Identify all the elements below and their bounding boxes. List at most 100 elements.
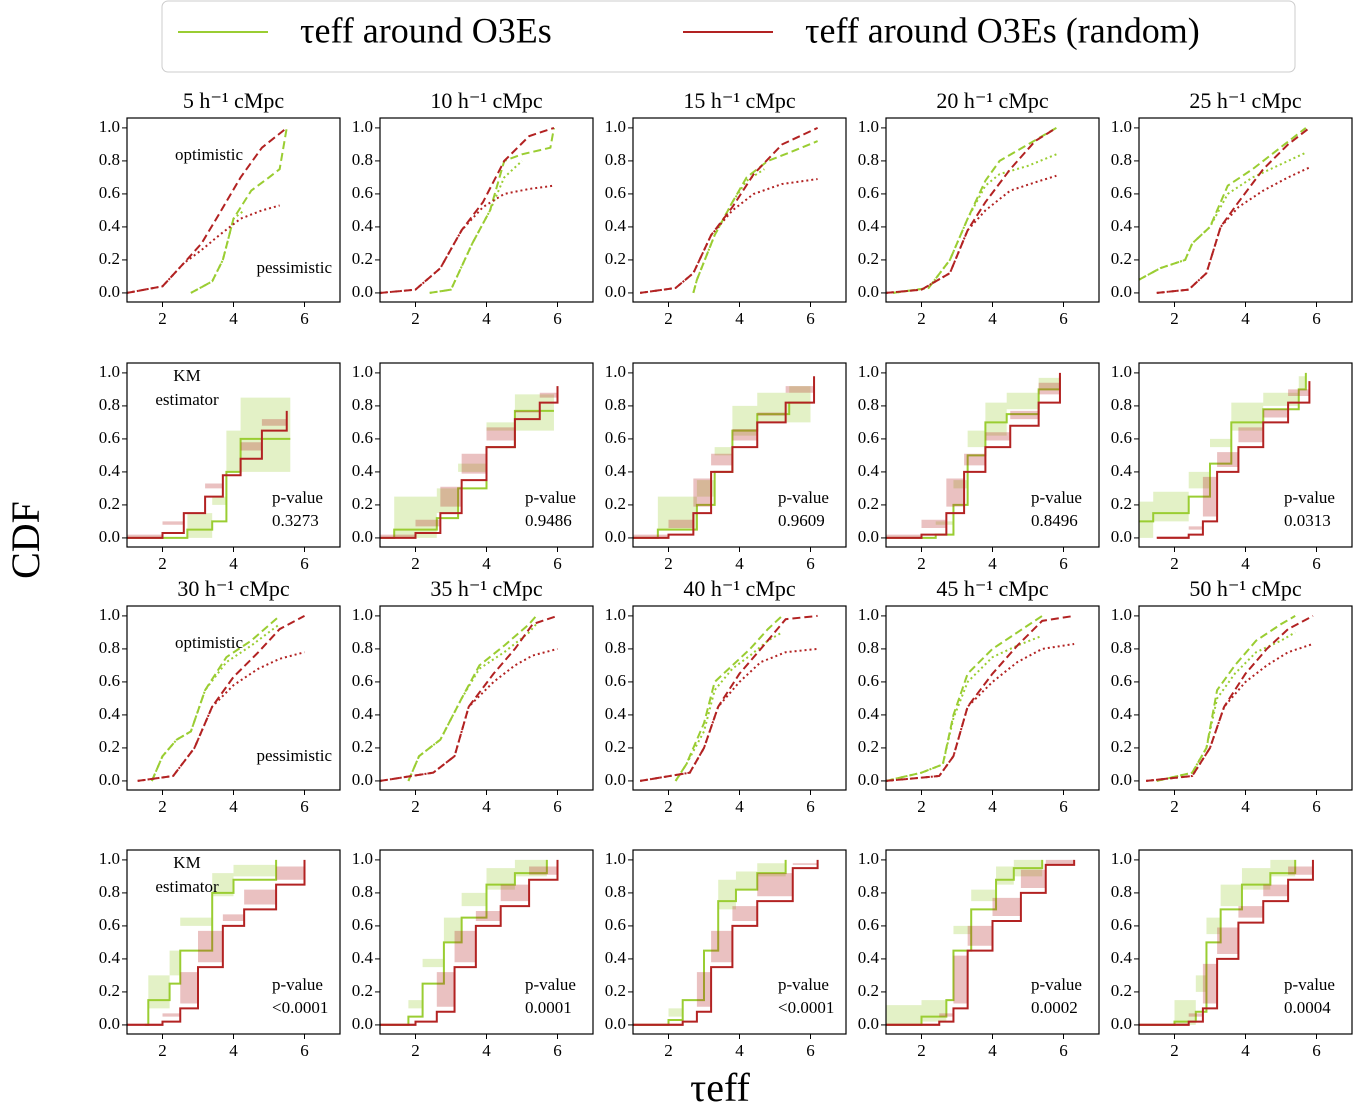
confidence-band	[380, 859, 558, 1025]
y-tick-label: 0.8	[605, 150, 626, 169]
y-tick-label: 0.6	[605, 671, 626, 690]
confidence-band	[633, 386, 811, 538]
cdf-line	[633, 859, 819, 1026]
y-tick-label: 1.0	[352, 605, 373, 624]
y-tick-label: 0.6	[99, 671, 120, 690]
y-tick-label: 0.2	[1111, 981, 1132, 1000]
x-tick-label: 2	[664, 1041, 673, 1060]
confidence-band	[1139, 859, 1313, 1025]
y-tick-label: 0.4	[858, 461, 880, 480]
y-tick-label: 0.4	[605, 461, 627, 480]
cdf-line	[1139, 372, 1307, 523]
y-tick-label: 0.8	[1111, 150, 1132, 169]
x-tick-label: 4	[1241, 797, 1250, 816]
y-tick-label: 1.0	[858, 605, 879, 624]
y-tick-label: 0.4	[99, 704, 121, 723]
x-tick-label: 6	[1059, 554, 1068, 573]
y-tick-label: 0.0	[352, 282, 373, 301]
x-tick-label: 4	[229, 1041, 238, 1060]
panel-frame	[126, 849, 341, 1035]
y-tick-label: 0.2	[605, 494, 626, 513]
p-value: 0.9486	[525, 511, 572, 530]
x-tick-label: 4	[229, 309, 238, 328]
cdf-line	[1156, 166, 1310, 294]
x-tick-label: 6	[300, 797, 309, 816]
panel-frame	[126, 362, 341, 548]
x-tick-label: 6	[300, 309, 309, 328]
x-tick-label: 6	[553, 309, 562, 328]
annotation: pessimistic	[256, 258, 332, 277]
y-tick-label: 0.4	[605, 704, 627, 723]
cdf-line	[127, 859, 306, 1026]
y-tick-label: 1.0	[605, 605, 626, 624]
y-tick-label: 0.8	[352, 395, 373, 414]
y-tick-label: 0.4	[1111, 948, 1133, 967]
cdf-line	[137, 651, 305, 782]
annotation: KM	[173, 366, 200, 385]
panel-frame	[1138, 849, 1353, 1035]
p-value-label: p-value	[1284, 975, 1335, 994]
confidence-band	[144, 859, 277, 1025]
y-tick-label: 0.2	[352, 981, 373, 1000]
x-tick-label: 6	[553, 554, 562, 573]
cdf-line	[1138, 151, 1307, 281]
y-tick-label: 0.2	[858, 981, 879, 1000]
panel-frame	[632, 849, 847, 1035]
x-tick-label: 6	[1059, 1041, 1068, 1060]
y-tick-label: 1.0	[99, 117, 120, 136]
y-tick-label: 0.0	[99, 770, 120, 789]
y-tick-label: 0.8	[1111, 638, 1132, 657]
x-tick-label: 2	[411, 797, 420, 816]
x-tick-label: 4	[1241, 309, 1250, 328]
cdf-line	[429, 160, 523, 294]
y-tick-label: 0.4	[352, 216, 374, 235]
panel-frame	[379, 362, 594, 548]
panel-title: 25 h⁻¹ cMpc	[1189, 88, 1302, 113]
x-tick-label: 4	[229, 797, 238, 816]
x-tick-label: 2	[664, 554, 673, 573]
y-tick-label: 0.4	[605, 948, 627, 967]
x-tick-label: 4	[988, 309, 997, 328]
y-tick-label: 1.0	[1111, 362, 1132, 381]
p-value: <0.0001	[272, 998, 328, 1017]
x-tick-label: 4	[482, 309, 491, 328]
x-tick-label: 2	[411, 554, 420, 573]
y-tick-label: 0.6	[99, 428, 120, 447]
y-tick-label: 1.0	[605, 362, 626, 381]
panel-title: 30 h⁻¹ cMpc	[177, 576, 290, 601]
y-axis-label: CDF	[3, 501, 48, 579]
y-tick-label: 0.4	[99, 948, 121, 967]
x-tick-label: 2	[158, 554, 167, 573]
legend-box	[161, 0, 1296, 73]
y-tick-label: 0.2	[99, 249, 120, 268]
y-tick-label: 0.6	[605, 183, 626, 202]
cdf-line	[886, 859, 1076, 1026]
p-value-label: p-value	[525, 975, 576, 994]
p-value: 0.0002	[1031, 998, 1078, 1017]
y-tick-label: 1.0	[352, 849, 373, 868]
cdf-line	[674, 615, 783, 782]
panel-frame	[379, 849, 594, 1035]
y-tick-label: 0.2	[858, 737, 879, 756]
y-tick-label: 0.2	[1111, 494, 1132, 513]
y-tick-label: 0.2	[99, 737, 120, 756]
cdf-line	[1138, 127, 1307, 281]
annotation: estimator	[155, 877, 219, 896]
panel-frame	[1138, 362, 1353, 548]
panel-frame	[632, 117, 847, 303]
y-tick-label: 0.8	[352, 882, 373, 901]
p-value: 0.3273	[272, 511, 319, 530]
x-tick-label: 2	[1170, 797, 1179, 816]
x-tick-label: 6	[806, 554, 815, 573]
panel-title: 50 h⁻¹ cMpc	[1189, 576, 1302, 601]
y-tick-label: 0.8	[99, 395, 120, 414]
x-tick-label: 6	[1059, 309, 1068, 328]
panel-frame	[885, 605, 1100, 791]
x-tick-label: 2	[917, 1041, 926, 1060]
x-tick-label: 4	[1241, 1041, 1250, 1060]
x-tick-label: 2	[158, 309, 167, 328]
y-tick-label: 1.0	[605, 849, 626, 868]
y-tick-label: 0.2	[858, 249, 879, 268]
confidence-band	[380, 394, 554, 538]
x-tick-label: 2	[1170, 554, 1179, 573]
